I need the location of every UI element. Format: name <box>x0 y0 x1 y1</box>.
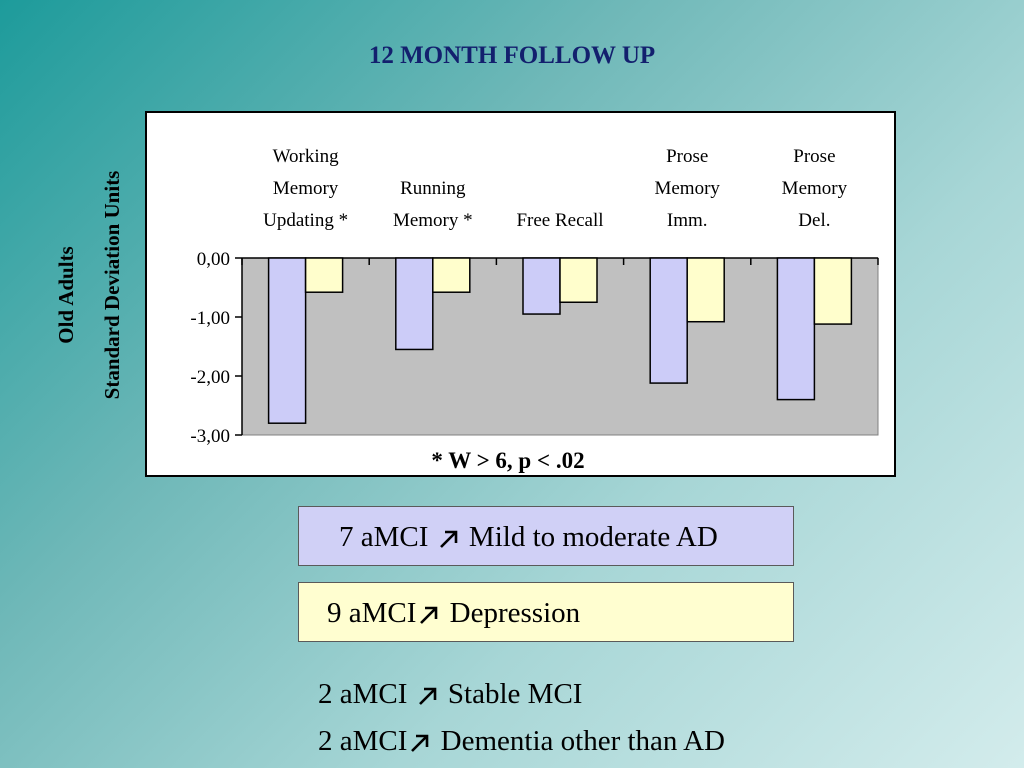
bar <box>776 257 816 401</box>
chart-footnote: * W > 6, p < .02 <box>431 448 584 473</box>
category-label: Memory * <box>393 210 473 231</box>
bar-chart: 0,00 -1,00 -2,00 -3,00 Working Memory Updating… <box>190 146 879 473</box>
y-axis-label-line-1: Old Adults <box>54 246 78 343</box>
outcome-other-prefix: 2 aMCI <box>318 725 408 757</box>
north-east-arrow-icon <box>439 531 457 549</box>
legend-box-depression: 9 aMCI Depression <box>298 582 794 642</box>
bar <box>395 257 434 351</box>
y-axis-title: Old Adults Standard Deviation Units <box>47 145 137 445</box>
outcome-stable-prefix: 2 aMCI <box>318 678 415 710</box>
y-tick-label: -2,00 <box>190 367 230 388</box>
category-label: Prose <box>793 146 835 167</box>
bar <box>686 257 725 323</box>
category-label: Running <box>400 178 466 199</box>
category-label: Memory <box>273 178 339 199</box>
bar <box>559 257 598 303</box>
y-tick-label: -1,00 <box>190 308 230 329</box>
y-tick-label: -3,00 <box>190 426 230 447</box>
bar <box>522 257 561 315</box>
outcome-stable-suffix: Stable MCI <box>440 678 583 710</box>
category-label: Memory <box>654 178 720 199</box>
legend-box-ad: 7 aMCI Mild to moderate AD <box>298 506 794 566</box>
category-label: Imm. <box>667 210 708 231</box>
legend-ad-suffix: Mild to moderate AD <box>461 521 718 553</box>
category-label: Prose <box>666 146 708 167</box>
outcome-other-suffix: Dementia other than AD <box>433 725 725 757</box>
chart-frame: 0,00 -1,00 -2,00 -3,00 Working Memory Updating… <box>145 111 896 477</box>
category-label: Memory <box>782 178 848 199</box>
legend-depression-text: 9 aMCI Depression <box>327 599 580 628</box>
slide-title: 12 MONTH FOLLOW UP <box>368 42 656 69</box>
legend-depression-suffix: Depression <box>442 597 581 629</box>
legend-depression-prefix: 9 aMCI <box>327 597 417 629</box>
category-label: Del. <box>798 210 830 231</box>
bar <box>432 257 471 293</box>
category-label: Updating * <box>263 210 348 231</box>
bar <box>267 257 307 424</box>
bar <box>304 257 344 293</box>
legend-ad-text: 7 aMCI Mild to moderate AD <box>339 523 718 552</box>
y-tick-label: 0,00 <box>197 249 230 270</box>
outcome-stable-mci: 2 aMCI Stable MCI <box>318 678 582 711</box>
bar <box>813 257 853 325</box>
category-label: Working <box>273 146 340 167</box>
bar <box>649 257 688 384</box>
north-east-arrow-icon <box>418 688 436 706</box>
category-label: Free Recall <box>516 210 603 231</box>
north-east-arrow-icon <box>420 607 438 625</box>
legend-ad-prefix: 7 aMCI <box>339 521 436 553</box>
y-axis-label-line-2: Standard Deviation Units <box>100 171 124 400</box>
outcome-other-dementia: 2 aMCI Dementia other than AD <box>318 725 725 758</box>
y-axis-title-svg: Old Adults Standard Deviation Units <box>54 171 124 400</box>
north-east-arrow-icon <box>411 735 429 753</box>
